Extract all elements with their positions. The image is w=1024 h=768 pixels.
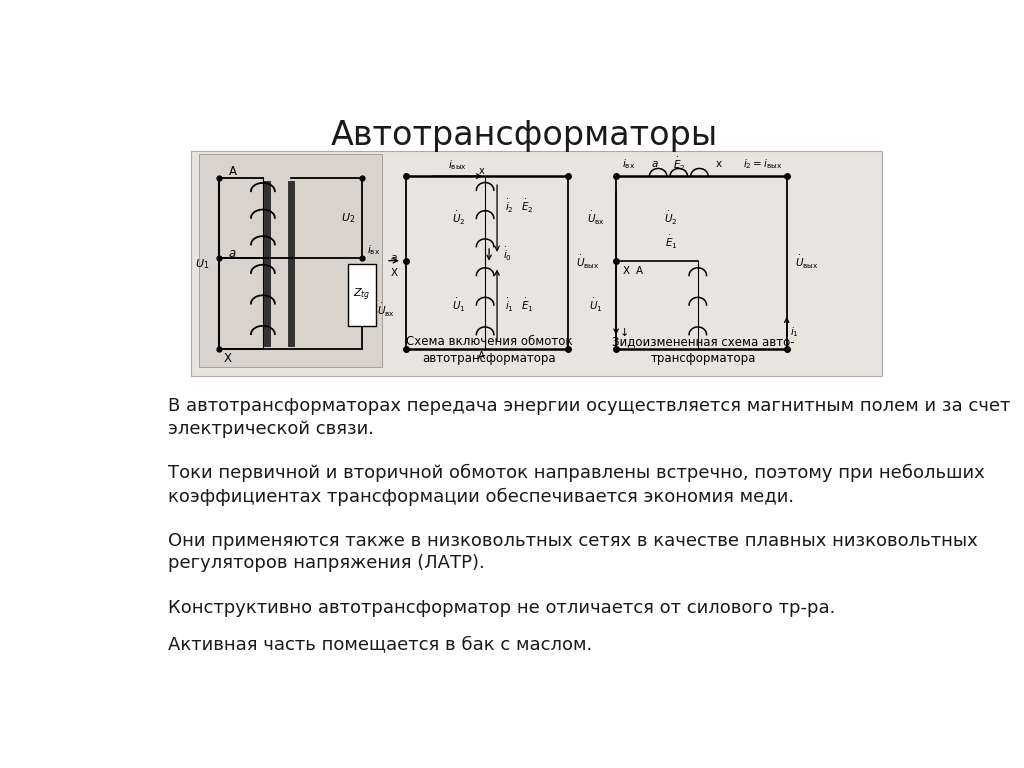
Bar — [348, 263, 377, 326]
Text: A: A — [477, 352, 484, 362]
Text: Схема включения обмоток
автотрансформатора: Схема включения обмоток автотрансформато… — [406, 336, 572, 366]
Text: x: x — [478, 167, 484, 177]
Text: A: A — [228, 165, 237, 178]
Text: $\dot{E}_1$: $\dot{E}_1$ — [666, 233, 678, 250]
Text: $U_2$: $U_2$ — [341, 211, 355, 225]
Text: a: a — [391, 253, 397, 263]
Text: $\dot{U}_{\rm вх}$: $\dot{U}_{\rm вх}$ — [377, 303, 395, 319]
Text: $\downarrow$: $\downarrow$ — [616, 326, 628, 338]
Text: $Z_{tg}$: $Z_{tg}$ — [353, 286, 371, 303]
Text: a: a — [228, 247, 237, 260]
Text: $U_1$: $U_1$ — [195, 257, 209, 270]
Text: $\dot{E}_2$: $\dot{E}_2$ — [673, 156, 685, 173]
Text: Зидоизмененная схема авто-
трансформатора: Зидоизмененная схема авто- трансформатор… — [612, 336, 795, 366]
Text: $\dot{U}_{\rm вых}$: $\dot{U}_{\rm вых}$ — [795, 254, 818, 271]
Text: X: X — [623, 266, 630, 276]
Text: $\dot{U}_1$: $\dot{U}_1$ — [452, 296, 465, 313]
Text: $\dot{i}_0$: $\dot{i}_0$ — [503, 247, 512, 263]
Bar — [191, 151, 882, 376]
Text: Активная часть помещается в бак с маслом.: Активная часть помещается в бак с маслом… — [168, 636, 592, 654]
Text: Они применяются также в низковольтных сетях в качестве плавных низковольтных
рег: Они применяются также в низковольтных се… — [168, 531, 978, 572]
Text: $i_{\rm вых}$: $i_{\rm вых}$ — [447, 158, 467, 172]
Bar — [200, 154, 382, 367]
Text: $\dot{U}_1$: $\dot{U}_1$ — [590, 296, 603, 313]
Text: x: x — [715, 159, 721, 169]
Text: $i_{\rm вх}$: $i_{\rm вх}$ — [623, 157, 636, 171]
Text: $\dot{i}_2$: $\dot{i}_2$ — [505, 198, 514, 215]
Text: X: X — [224, 352, 232, 365]
Text: $i_1$: $i_1$ — [791, 325, 799, 339]
Text: $\dot{U}_{\rm вых}$: $\dot{U}_{\rm вых}$ — [577, 254, 600, 271]
Text: $\dot{E}_2$: $\dot{E}_2$ — [521, 198, 534, 215]
Text: $\dot{U}_2$: $\dot{U}_2$ — [665, 210, 678, 227]
Text: A: A — [636, 266, 643, 276]
Text: $i_{\rm вх}$: $i_{\rm вх}$ — [368, 243, 381, 257]
Text: Токи первичной и вторичной обмоток направлены встречно, поэтому при небольших
ко: Токи первичной и вторичной обмоток напра… — [168, 464, 984, 505]
Text: a: a — [652, 159, 658, 169]
Text: $\dot{E}_1$: $\dot{E}_1$ — [521, 296, 534, 313]
Text: $\dot{i}_1$: $\dot{i}_1$ — [505, 296, 514, 313]
Text: Автотрансформаторы: Автотрансформаторы — [331, 119, 719, 152]
Text: $\dot{U}_{\rm вх}$: $\dot{U}_{\rm вх}$ — [587, 210, 605, 227]
Text: X: X — [390, 267, 397, 277]
Text: Конструктивно автотрансформатор не отличается от силового тр-ра.: Конструктивно автотрансформатор не отлич… — [168, 599, 835, 617]
Text: $i_2=i_{\rm вых}$: $i_2=i_{\rm вых}$ — [743, 157, 782, 171]
Text: $\dot{U}_2$: $\dot{U}_2$ — [452, 210, 465, 227]
Text: В автотрансформаторах передача энергии осуществляется магнитным полем и за счет
: В автотрансформаторах передача энергии о… — [168, 397, 1010, 438]
